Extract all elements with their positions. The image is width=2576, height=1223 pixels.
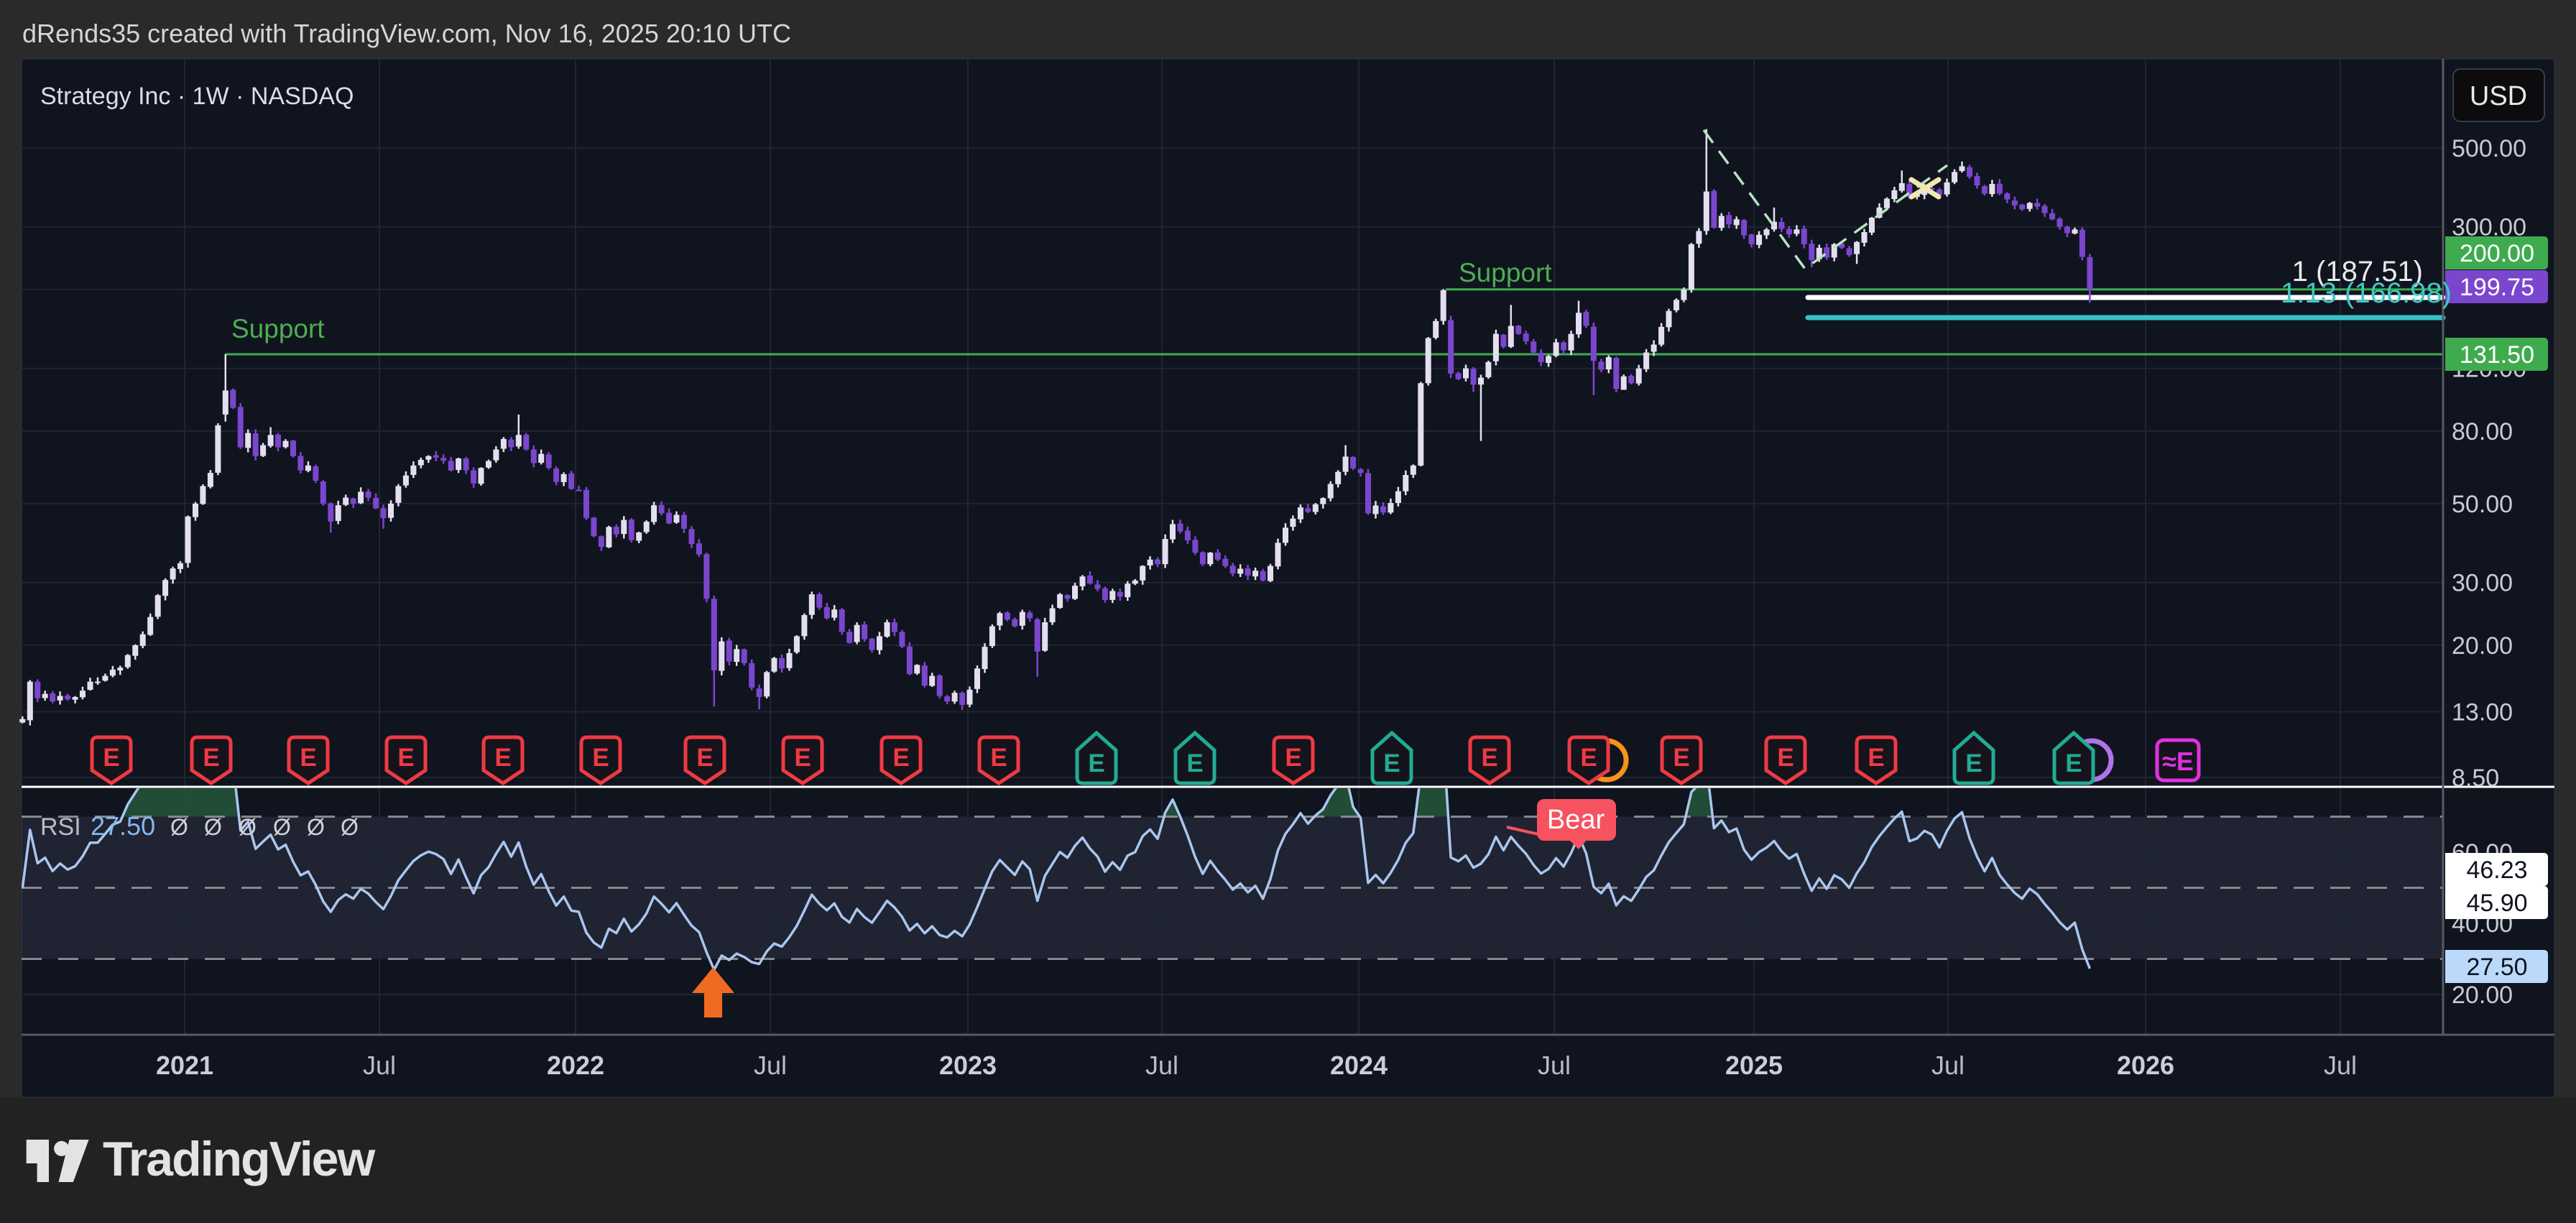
svg-text:50.00: 50.00 bbox=[2452, 491, 2513, 518]
svg-text:E: E bbox=[1285, 744, 1301, 772]
svg-text:E: E bbox=[2065, 749, 2082, 777]
svg-text:≈E: ≈E bbox=[2162, 747, 2194, 776]
svg-text:E: E bbox=[794, 744, 811, 772]
svg-text:E: E bbox=[892, 744, 909, 772]
svg-text:46.23: 46.23 bbox=[2466, 857, 2527, 884]
svg-text:E: E bbox=[203, 744, 219, 772]
svg-text:TradingView: TradingView bbox=[103, 1132, 376, 1186]
svg-text:E: E bbox=[1777, 744, 1793, 772]
svg-text:E: E bbox=[1186, 749, 1203, 777]
svg-text:2025: 2025 bbox=[1725, 1051, 1783, 1080]
svg-text:200.00: 200.00 bbox=[2460, 240, 2534, 267]
svg-text:E: E bbox=[1383, 749, 1400, 777]
svg-text:E: E bbox=[1481, 744, 1497, 772]
svg-text:80.00: 80.00 bbox=[2452, 418, 2513, 446]
svg-text:E: E bbox=[397, 744, 414, 772]
svg-text:E: E bbox=[1673, 744, 1689, 772]
svg-text:E: E bbox=[1580, 744, 1597, 772]
svg-text:E: E bbox=[103, 744, 119, 772]
svg-text:E: E bbox=[1868, 744, 1884, 772]
svg-text:20.00: 20.00 bbox=[2452, 982, 2513, 1009]
svg-text:13.00: 13.00 bbox=[2452, 699, 2513, 726]
svg-text:8.50: 8.50 bbox=[2452, 765, 2499, 792]
svg-text:E: E bbox=[1088, 749, 1104, 777]
svg-text:Ø: Ø bbox=[204, 814, 222, 840]
svg-text:131.50: 131.50 bbox=[2460, 341, 2534, 369]
svg-text:30.00: 30.00 bbox=[2452, 570, 2513, 597]
svg-text:E: E bbox=[990, 744, 1007, 772]
svg-text:2021: 2021 bbox=[156, 1051, 213, 1080]
svg-text:Jul: Jul bbox=[2324, 1051, 2357, 1080]
svg-text:20.00: 20.00 bbox=[2452, 632, 2513, 660]
svg-text:E: E bbox=[696, 744, 713, 772]
svg-text:Ø: Ø bbox=[307, 814, 325, 840]
svg-text:1 (187.51): 1 (187.51) bbox=[2292, 256, 2423, 287]
svg-text:Ø: Ø bbox=[239, 814, 257, 840]
svg-text:Ø: Ø bbox=[341, 814, 359, 840]
svg-text:Ø: Ø bbox=[273, 814, 291, 840]
svg-text:2024: 2024 bbox=[1330, 1051, 1388, 1080]
svg-text:27.50: 27.50 bbox=[2466, 954, 2527, 981]
svg-text:USD: USD bbox=[2470, 81, 2527, 111]
svg-text:500.00: 500.00 bbox=[2452, 135, 2526, 162]
svg-text:Ø: Ø bbox=[170, 814, 188, 840]
svg-text:Jul: Jul bbox=[754, 1051, 787, 1080]
svg-text:1.13 (166.98): 1.13 (166.98) bbox=[2281, 277, 2452, 309]
svg-text:Jul: Jul bbox=[1931, 1051, 1965, 1080]
svg-text:E: E bbox=[1965, 749, 1982, 777]
svg-text:Jul: Jul bbox=[1145, 1051, 1178, 1080]
svg-text:Jul: Jul bbox=[1538, 1051, 1571, 1080]
svg-text:Bear: Bear bbox=[1547, 805, 1605, 835]
svg-text:Strategy Inc · 1W · NASDAQ: Strategy Inc · 1W · NASDAQ bbox=[40, 83, 354, 110]
svg-text:E: E bbox=[300, 744, 316, 772]
svg-text:Support: Support bbox=[1459, 258, 1552, 287]
svg-text:E: E bbox=[592, 744, 609, 772]
svg-text:RSI: RSI bbox=[40, 813, 81, 841]
svg-text:E: E bbox=[494, 744, 511, 772]
svg-text:2023: 2023 bbox=[939, 1051, 997, 1080]
svg-text:2026: 2026 bbox=[2117, 1051, 2174, 1080]
svg-text:27.50: 27.50 bbox=[91, 811, 155, 841]
svg-text:Support: Support bbox=[231, 314, 325, 343]
svg-text:199.75: 199.75 bbox=[2460, 274, 2534, 301]
svg-text:dRends35 created with TradingV: dRends35 created with TradingView.com, N… bbox=[22, 19, 791, 48]
svg-text:2022: 2022 bbox=[547, 1051, 604, 1080]
svg-text:45.90: 45.90 bbox=[2466, 890, 2527, 917]
svg-text:Jul: Jul bbox=[363, 1051, 396, 1080]
